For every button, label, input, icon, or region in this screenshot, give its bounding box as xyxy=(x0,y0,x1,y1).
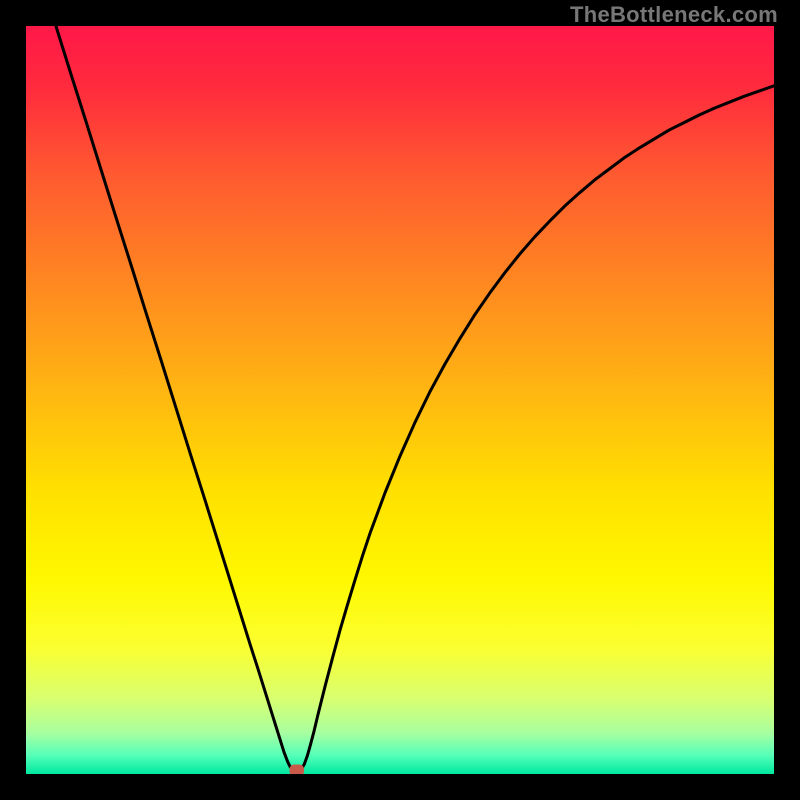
chart-frame: TheBottleneck.com xyxy=(0,0,800,800)
min-marker xyxy=(290,765,303,774)
bottleneck-chart xyxy=(26,26,774,774)
watermark-text: TheBottleneck.com xyxy=(570,2,778,28)
gradient-background xyxy=(26,26,774,774)
